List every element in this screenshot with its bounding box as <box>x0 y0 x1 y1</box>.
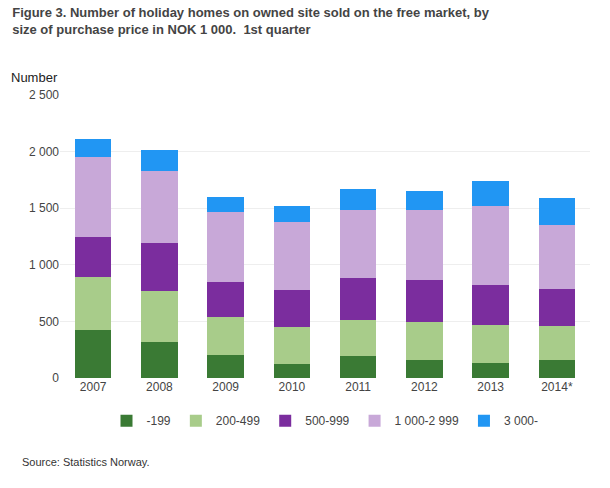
svg-text:2012: 2012 <box>411 380 438 394</box>
svg-text:2008: 2008 <box>146 380 173 394</box>
svg-text:3 000-: 3 000- <box>504 414 538 428</box>
svg-text:Number: Number <box>11 70 58 85</box>
svg-text:2 500: 2 500 <box>29 88 59 102</box>
svg-text:2011: 2011 <box>345 380 371 394</box>
svg-text:1 000-2 999: 1 000-2 999 <box>395 414 459 428</box>
svg-text:2010: 2010 <box>279 380 306 394</box>
svg-text:Source: Statistics Norway.: Source: Statistics Norway. <box>22 456 150 468</box>
svg-text:2007: 2007 <box>80 380 107 394</box>
svg-text:2013: 2013 <box>477 380 504 394</box>
svg-text:2 000: 2 000 <box>29 145 59 159</box>
svg-text:2009: 2009 <box>212 380 239 394</box>
svg-text:0: 0 <box>52 371 59 385</box>
svg-text:1 500: 1 500 <box>29 201 59 215</box>
svg-text:Figure 3. Number of holiday ho: Figure 3. Number of holiday homes on own… <box>12 5 490 37</box>
svg-text:500-999: 500-999 <box>305 414 349 428</box>
svg-text:2014*: 2014* <box>541 380 573 394</box>
svg-text:-199: -199 <box>147 414 171 428</box>
svg-text:500: 500 <box>39 315 59 329</box>
svg-text:200-499: 200-499 <box>216 414 260 428</box>
svg-text:1 000: 1 000 <box>29 258 59 272</box>
